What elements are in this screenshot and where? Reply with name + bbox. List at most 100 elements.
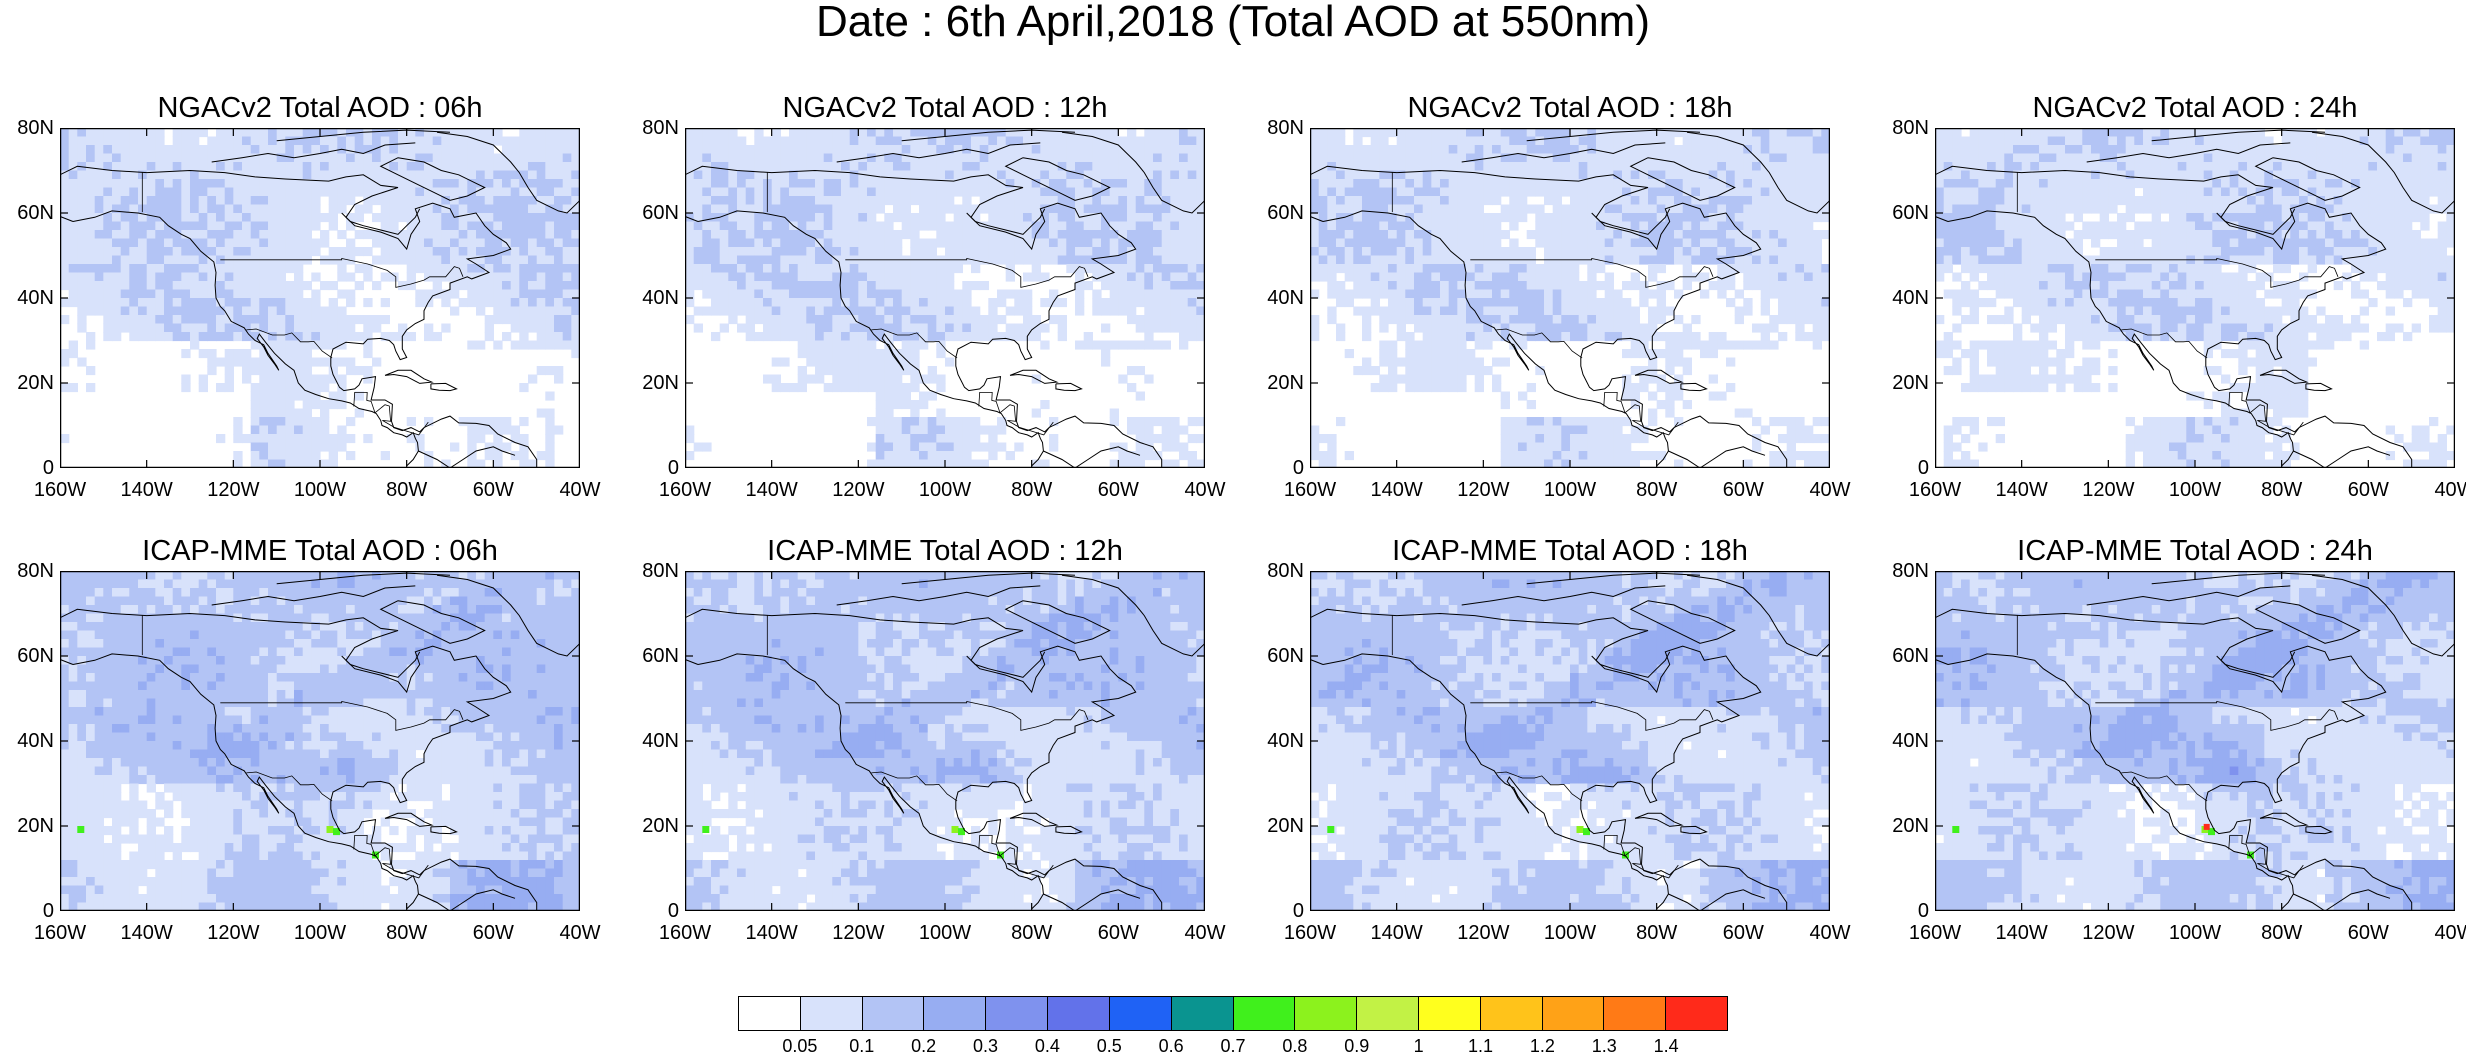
lat-tick-label: 60N xyxy=(1267,645,1304,667)
colorbar-swatch xyxy=(1357,997,1419,1030)
colorbar-label: 1 xyxy=(1413,1036,1424,1056)
colorbar-swatch xyxy=(986,997,1049,1030)
colorbar-label: 0.6 xyxy=(1158,1036,1184,1056)
coastline xyxy=(2259,812,2309,827)
aod-hotspot xyxy=(2203,823,2210,830)
aod-hotspot xyxy=(2208,828,2215,836)
country-border xyxy=(2228,392,2304,436)
coastline xyxy=(1634,369,1684,384)
aod-hotspot xyxy=(326,826,334,833)
lat-tick-label: 20N xyxy=(642,815,679,837)
lon-tick-label: 100W xyxy=(293,479,347,501)
lat-tick-label: 80N xyxy=(1892,117,1929,139)
colorbar-label: 0.05 xyxy=(782,1036,818,1056)
lat-tick-label: 60N xyxy=(1892,645,1929,667)
aod-field-svg xyxy=(1935,571,2455,911)
colorbar-label: 0.9 xyxy=(1344,1036,1370,1056)
coastline xyxy=(1935,165,2413,468)
coastline xyxy=(2216,651,2296,678)
map-panel: ICAP-MME Total AOD : 18h 80N 60N 40N 20N 0 160… xyxy=(1267,533,1850,943)
country-border xyxy=(353,392,429,436)
coastline xyxy=(1668,446,1766,468)
coastline xyxy=(966,208,1046,235)
lon-tick-label: 140W xyxy=(1995,479,2048,501)
country-border xyxy=(871,328,958,359)
lat-tick-label: 80N xyxy=(1267,117,1304,139)
coastline xyxy=(418,889,516,911)
panel-title: NGACv2 Total AOD : 18h xyxy=(1407,92,1733,124)
aod-field-svg xyxy=(685,128,1205,468)
country-border xyxy=(871,771,958,802)
lon-tick-label: 60W xyxy=(2347,922,2389,944)
lat-tick-label: 0 xyxy=(1292,900,1304,922)
coastline xyxy=(1009,369,1059,384)
lon-tick-label: 160W xyxy=(33,922,87,944)
coastline xyxy=(211,585,416,606)
colorbar-label: 0.3 xyxy=(972,1036,999,1056)
colorbar-swatch xyxy=(1109,997,1172,1030)
coastline xyxy=(436,131,580,214)
lat-tick-label: 60N xyxy=(1267,202,1304,224)
coastline xyxy=(1009,812,1059,827)
coastline xyxy=(1947,210,2294,467)
aod-cells xyxy=(60,128,580,468)
coastline xyxy=(60,608,538,911)
aod-hotspot xyxy=(1327,826,1335,833)
lon-tick-label: 160W xyxy=(1908,479,1962,501)
aod-hotspot xyxy=(702,826,710,833)
lon-tick-label: 120W xyxy=(2082,479,2135,501)
country-border xyxy=(2121,771,2208,802)
country-border xyxy=(1603,835,1679,879)
lon-tick-label: 140W xyxy=(1370,922,1423,944)
aod-hotspot xyxy=(1583,828,1590,836)
coastline xyxy=(2293,446,2391,468)
coastline xyxy=(436,574,580,657)
lon-tick-label: 100W xyxy=(1543,922,1597,944)
coastline xyxy=(1629,157,1736,201)
lat-tick-label: 60N xyxy=(1892,202,1929,224)
lon-tick-label: 40W xyxy=(2434,922,2466,944)
lon-tick-label: 40W xyxy=(1809,479,1851,501)
coastline xyxy=(276,572,451,585)
lon-tick-label: 120W xyxy=(832,479,885,501)
lat-tick-label: 80N xyxy=(17,117,54,139)
lat-tick-label: 40N xyxy=(1267,287,1304,309)
map-panel: NGACv2 Total AOD : 24h 80N 60N 40N 20N 0 160W 1… xyxy=(1892,90,2466,500)
coastline xyxy=(1461,585,1666,606)
lon-tick-label: 100W xyxy=(2168,479,2222,501)
aod-map xyxy=(685,128,1205,468)
lon-tick-label: 120W xyxy=(1457,922,1510,944)
coastline xyxy=(966,651,1046,678)
coastline xyxy=(72,210,419,467)
coastline xyxy=(836,585,1041,606)
lon-tick-label: 40W xyxy=(559,479,601,501)
country-border xyxy=(1603,392,1679,436)
aod-map xyxy=(1310,128,1830,468)
lat-tick-label: 40N xyxy=(1892,730,1929,752)
lat-tick-label: 80N xyxy=(1892,560,1929,582)
colorbar-label: 1.4 xyxy=(1653,1036,1679,1056)
lon-tick-label: 120W xyxy=(1457,479,1510,501)
country-border xyxy=(220,258,464,288)
lat-tick-label: 60N xyxy=(642,645,679,667)
coastline xyxy=(341,651,421,678)
lon-tick-label: 60W xyxy=(1722,922,1764,944)
lon-tick-label: 80W xyxy=(1011,922,1053,944)
colorbar-swatch xyxy=(1604,997,1667,1030)
lat-tick-label: 0 xyxy=(1292,457,1304,479)
coastline xyxy=(1043,889,1141,911)
country-border xyxy=(978,835,1054,879)
lat-tick-label: 80N xyxy=(642,560,679,582)
coastline xyxy=(211,142,416,163)
country-border xyxy=(978,392,1054,436)
lon-tick-label: 80W xyxy=(1636,479,1678,501)
coastline xyxy=(2305,382,2333,392)
colorbar-label: 1.1 xyxy=(1467,1036,1494,1056)
panel-title: NGACv2 Total AOD : 12h xyxy=(782,92,1108,124)
aod-map xyxy=(685,571,1205,911)
page-title: Date : 6th April,2018 (Total AOD at 550n… xyxy=(815,0,1650,46)
lon-tick-label: 120W xyxy=(207,922,260,944)
aod-cells xyxy=(60,571,580,911)
coastline xyxy=(2311,574,2455,657)
colorbar-swatch xyxy=(1480,997,1543,1030)
